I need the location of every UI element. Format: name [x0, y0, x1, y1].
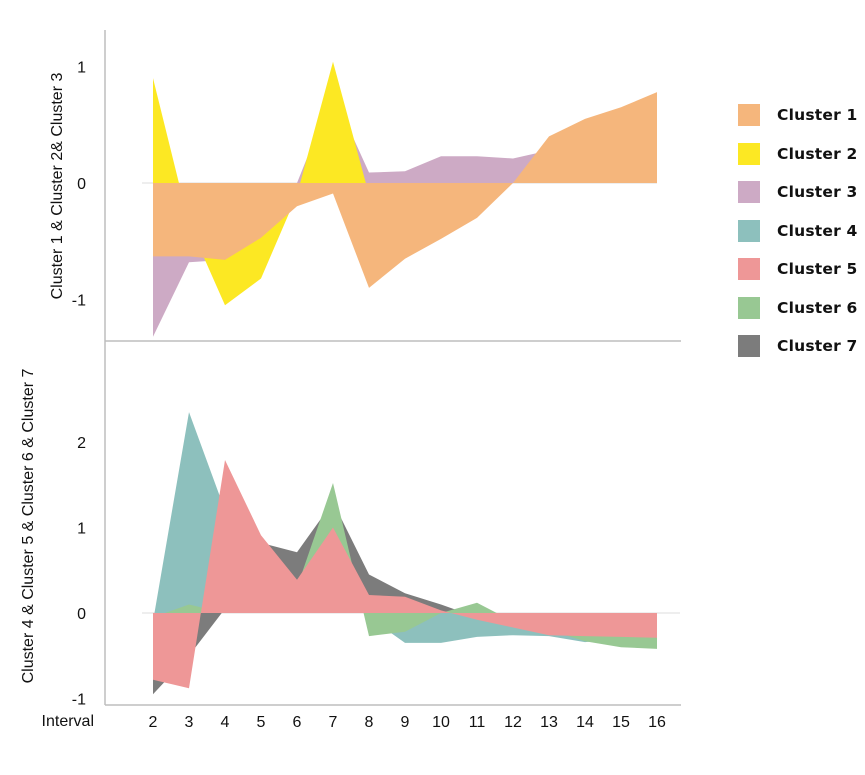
- bottom-x-ticks: 2 3 4 5 6 7 8 9 10 11 12 13 14 15 16: [149, 714, 666, 731]
- legend-item-cluster-7: Cluster 7: [738, 327, 858, 366]
- x-tick-label: 4: [221, 714, 230, 731]
- legend-swatch: [738, 104, 760, 127]
- x-tick-label: 8: [365, 714, 374, 731]
- legend-label: Cluster 6: [777, 298, 858, 317]
- legend-label: Cluster 3: [777, 183, 858, 202]
- legend-swatch: [738, 219, 760, 242]
- x-tick-label: 16: [648, 714, 666, 731]
- legend-item-cluster-5: Cluster 5: [738, 250, 858, 289]
- x-tick-label: 13: [540, 714, 558, 731]
- bottom-y-ticks: 2 1 0 -1: [72, 435, 86, 709]
- x-tick-label: 10: [432, 714, 450, 731]
- bottom-panel: 210-1 2 3 4 5 6 7 8 9 10 11 12 13 14 15 16 Cluster 4 &…: [20, 341, 681, 731]
- legend-label: Cluster 5: [777, 260, 858, 279]
- x-tick-label: 2: [149, 714, 158, 731]
- top-y-axis-title: Cluster 1 & Cluster 2& Cluster 3: [49, 73, 66, 300]
- x-tick-label: 14: [576, 714, 594, 731]
- legend-item-cluster-3: Cluster 3: [738, 173, 858, 212]
- x-tick-label: 3: [185, 714, 194, 731]
- y-tick-label: -1: [72, 692, 86, 709]
- area-cluster-1: [153, 92, 657, 288]
- legend-item-cluster-2: Cluster 2: [738, 135, 858, 174]
- top-areas: [153, 61, 657, 337]
- y-tick-label: 2: [77, 435, 86, 452]
- legend-swatch: [738, 335, 760, 358]
- legend-label: Cluster 2: [777, 144, 858, 163]
- bottom-areas: [153, 412, 657, 695]
- y-tick-label: -1: [72, 293, 86, 310]
- x-tick-label: 9: [401, 714, 410, 731]
- x-tick-label: 7: [329, 714, 338, 731]
- legend-swatch: [738, 181, 760, 204]
- y-tick-label: 0: [77, 606, 86, 623]
- top-y-ticks: 1 0 -1: [72, 60, 86, 310]
- legend-item-cluster-6: Cluster 6: [738, 289, 858, 328]
- bottom-y-axis-title: Cluster 4 & Cluster 5 & Cluster 6 & Clus…: [20, 369, 37, 684]
- legend-item-cluster-1: Cluster 1: [738, 96, 858, 135]
- area-cluster-5: [153, 460, 657, 689]
- top-panel: 1 0 -1 Cluster 1 & Cluster 2& Cluster 3: [49, 30, 657, 341]
- y-tick-label: 0: [77, 176, 86, 193]
- y-tick-label: 1: [77, 521, 86, 538]
- legend: Cluster 1 Cluster 2 Cluster 3 Cluster 4 Clus…: [738, 96, 858, 366]
- x-tick-label: 6: [293, 714, 302, 731]
- legend-label: Cluster 7: [777, 337, 858, 356]
- legend-swatch: [738, 296, 760, 319]
- legend-label: Cluster 4: [777, 221, 858, 240]
- x-tick-label: 12: [504, 714, 522, 731]
- x-tick-label: 15: [612, 714, 630, 731]
- legend-swatch: [738, 142, 760, 165]
- legend-label: Cluster 1: [777, 106, 858, 125]
- x-tick-label: 5: [257, 714, 266, 731]
- y-tick-label: 1: [77, 60, 86, 77]
- x-axis-title: Interval: [42, 713, 94, 730]
- legend-item-cluster-4: Cluster 4: [738, 212, 858, 251]
- legend-swatch: [738, 258, 760, 281]
- x-tick-label: 11: [469, 714, 486, 731]
